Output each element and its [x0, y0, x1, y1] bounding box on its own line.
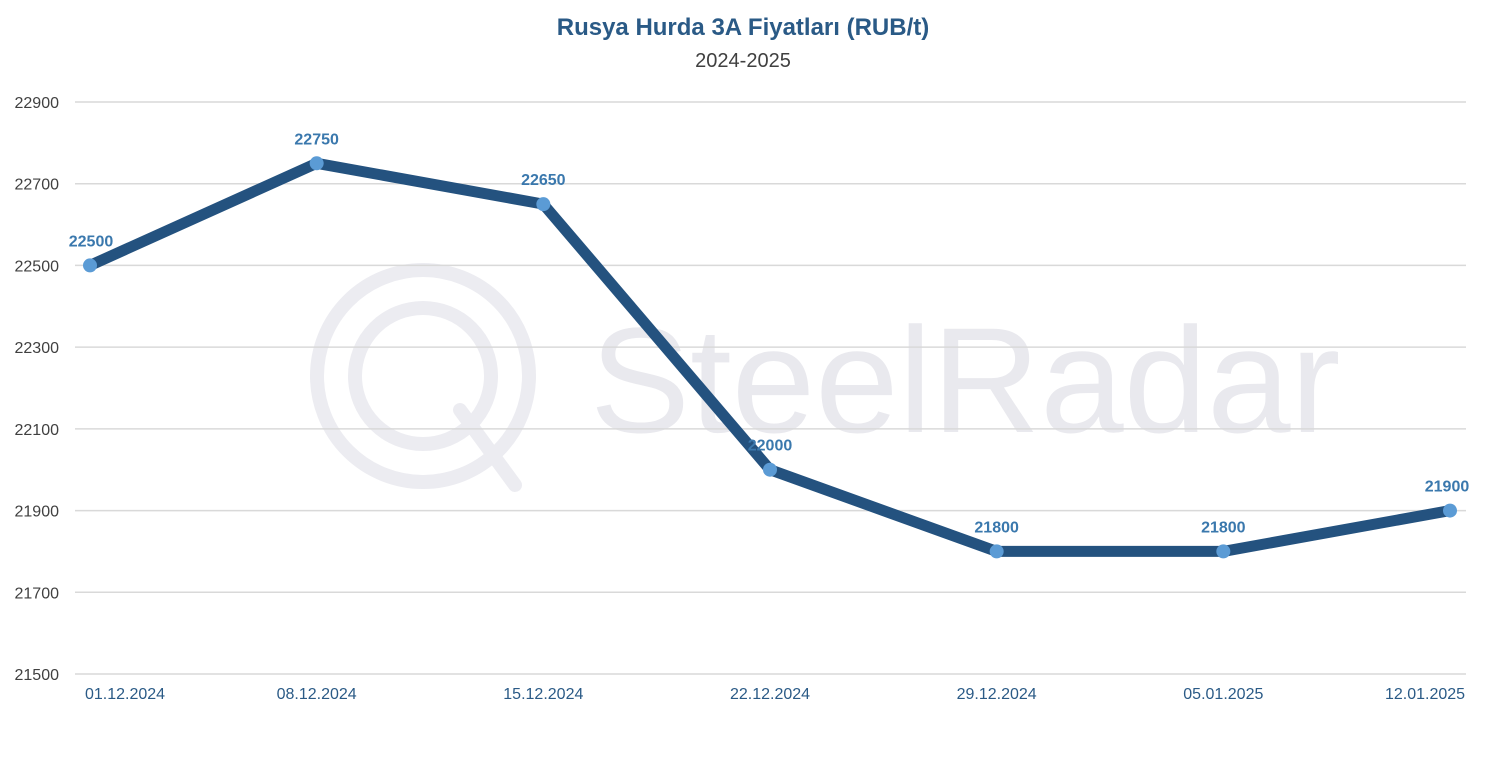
y-tick-label: 21900 [15, 504, 60, 521]
x-tick-label: 08.12.2024 [277, 686, 357, 703]
data-point [83, 258, 97, 273]
data-label: 22750 [294, 131, 339, 148]
x-tick-label: 01.12.2024 [85, 686, 165, 703]
chart-subtitle: 2024-2025 [695, 50, 791, 72]
data-label: 21900 [1425, 479, 1470, 496]
y-tick-label: 22500 [15, 258, 60, 275]
data-label: 21800 [1201, 519, 1246, 536]
y-tick-label: 22300 [15, 340, 60, 357]
series-layer: 22500 22750 22650 22000 21800 21800 21900 [69, 131, 1470, 559]
x-tick-label: 22.12.2024 [730, 686, 810, 703]
steelradar-watermark: SteelRadar [310, 263, 1340, 492]
data-point [536, 197, 551, 212]
data-point [1216, 544, 1231, 559]
data-point [309, 156, 324, 171]
data-label: 22500 [69, 233, 114, 250]
data-label: 21800 [974, 519, 1019, 536]
y-tick-label: 22100 [15, 422, 60, 439]
x-tick-label: 12.01.2025 [1385, 686, 1465, 703]
watermark-radar-sweep [453, 403, 522, 492]
y-axis: 21500 21700 21900 22100 22300 22500 22700 22900 [15, 95, 60, 684]
y-tick-label: 22900 [15, 95, 60, 112]
y-tick-label: 22700 [15, 177, 60, 194]
watermark-radar-inner-ring [348, 301, 498, 451]
data-label: 22000 [748, 438, 793, 455]
data-point [763, 462, 777, 477]
y-tick-label: 21500 [15, 667, 60, 684]
chart-title: Rusya Hurda 3A Fiyatları (RUB/t) [556, 14, 930, 41]
data-point [1443, 503, 1457, 518]
data-label: 22650 [521, 172, 566, 189]
watermark-radar-outer-ring [310, 263, 536, 489]
x-tick-label: 15.12.2024 [503, 686, 583, 703]
y-tick-label: 21700 [15, 585, 60, 602]
gridlines [75, 101, 1466, 675]
x-tick-label: 05.01.2025 [1183, 686, 1263, 703]
watermark-text: SteelRadar [590, 296, 1340, 464]
x-tick-label: 29.12.2024 [957, 686, 1037, 703]
data-point [989, 544, 1004, 559]
x-axis: 01.12.2024 08.12.2024 15.12.2024 22.12.2024… [85, 686, 1465, 703]
